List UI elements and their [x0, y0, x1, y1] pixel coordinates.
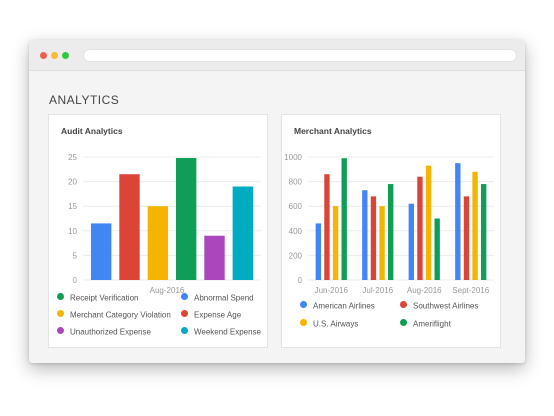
bar	[388, 184, 394, 280]
y-tick-label: 600	[289, 202, 303, 211]
bar	[147, 206, 169, 280]
legend-label: Receipt Verification	[70, 293, 139, 303]
audit-card-title: Audit Analytics	[61, 126, 123, 136]
bar	[362, 190, 368, 280]
y-tick-label: 15	[68, 202, 77, 211]
merchant-chart: 0 200 400 600 800 1000 Jun-2016 Jul-2016 Aug-201…	[284, 153, 494, 295]
legend-item[interactable]: Receipt Verification	[57, 293, 138, 302]
legend-label: Expense Age	[194, 310, 242, 320]
legend-swatch	[57, 310, 64, 318]
bar	[417, 176, 423, 280]
legend-swatch	[300, 319, 307, 327]
legend-swatch	[300, 301, 307, 309]
close-window-button[interactable]	[40, 52, 47, 59]
minimize-window-button[interactable]	[51, 52, 58, 59]
y-tick-label: 25	[68, 153, 77, 162]
legend-item[interactable]: Weekend Expense	[181, 327, 261, 336]
legend-label: Merchant Category Violation	[70, 310, 171, 320]
legend-swatch	[181, 310, 188, 318]
legend-label: Unauthorized Expense	[70, 327, 151, 337]
bar	[434, 218, 440, 280]
legend-item[interactable]: American Airlines	[300, 301, 375, 310]
merchant-card-title: Merchant Analytics	[294, 126, 372, 136]
y-tick-label: 1000	[284, 153, 302, 162]
y-tick-label: 800	[289, 178, 303, 187]
legend-item[interactable]: Unauthorized Expense	[57, 327, 151, 336]
bar	[379, 206, 385, 280]
legend-item[interactable]: Merchant Category Violation	[57, 310, 171, 319]
legend-swatch	[181, 293, 188, 301]
legend-item[interactable]: U.S. Airways	[300, 319, 358, 328]
merchant-legend: American Airlines Southwest Airlines U.S…	[300, 301, 500, 341]
y-tick-label: 10	[68, 227, 77, 236]
legend-swatch	[400, 301, 407, 309]
x-tick-label: Aug-2016	[150, 286, 185, 295]
legend-label: Southwest Airlines	[413, 301, 479, 311]
legend-swatch	[400, 319, 407, 327]
bar	[370, 196, 377, 280]
bar	[472, 171, 478, 280]
x-tick-label: Sept-2016	[452, 286, 489, 295]
legend-swatch	[57, 293, 64, 301]
bar	[408, 203, 414, 280]
x-tick-label: Jun-2016	[315, 286, 349, 295]
bar	[119, 174, 140, 280]
bar	[341, 158, 347, 280]
legend-swatch	[181, 327, 188, 335]
legend-label: Abnormal Spend	[194, 293, 254, 303]
bar	[175, 157, 197, 280]
bar	[455, 163, 461, 280]
page-title: ANALYTICS	[49, 93, 120, 107]
y-tick-label: 0	[73, 276, 78, 285]
maximize-window-button[interactable]	[62, 52, 69, 59]
y-tick-label: 5	[73, 251, 78, 260]
legend-label: Weekend Expense	[194, 327, 262, 337]
bar	[204, 235, 225, 280]
bar	[425, 165, 432, 280]
audit-legend: Receipt Verification Abnormal Spend Merc…	[57, 293, 267, 343]
bar	[481, 184, 487, 280]
audit-analytics-card: Audit Analytics 0 5 10 15 20 25 Aug-2016 Recei…	[48, 114, 268, 348]
bar	[315, 223, 321, 280]
x-tick-label: Aug-2016	[407, 286, 442, 295]
x-tick-label: Jul-2016	[362, 286, 393, 295]
audit-chart: 0 5 10 15 20 25 Aug-2016	[68, 153, 261, 295]
bar	[463, 196, 470, 280]
browser-titlebar	[29, 40, 525, 71]
y-tick-label: 20	[68, 178, 77, 187]
legend-label: Ameriflight	[413, 319, 451, 329]
bar	[232, 186, 254, 280]
legend-item[interactable]: Southwest Airlines	[400, 301, 478, 310]
legend-label: American Airlines	[313, 301, 375, 311]
y-tick-label: 0	[298, 276, 303, 285]
address-bar[interactable]	[83, 49, 517, 62]
legend-swatch	[57, 327, 64, 335]
legend-item[interactable]: Expense Age	[181, 310, 241, 319]
y-tick-label: 400	[289, 227, 303, 236]
legend-item[interactable]: Ameriflight	[400, 319, 451, 328]
y-tick-label: 200	[289, 251, 303, 260]
merchant-analytics-card: Merchant Analytics 0 200 400 600 800 1000 Jun-…	[281, 114, 501, 348]
legend-item[interactable]: Abnormal Spend	[181, 293, 254, 302]
legend-label: U.S. Airways	[313, 319, 359, 329]
bar	[324, 174, 330, 280]
bar	[332, 206, 339, 280]
bar	[90, 223, 112, 280]
browser-window: ANALYTICS Audit Analytics 0 5 10 15 20 25 Aug-…	[29, 40, 525, 363]
